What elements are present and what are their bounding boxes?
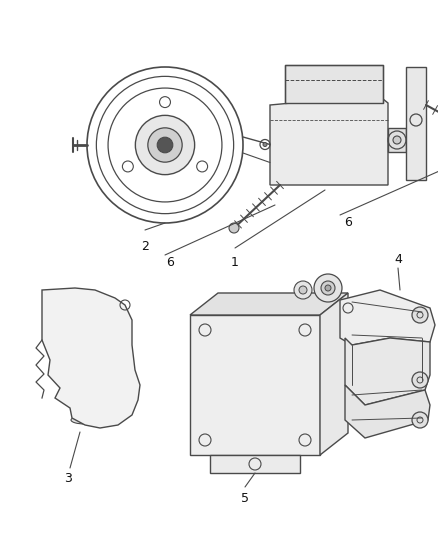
Text: 1: 1 (231, 256, 239, 269)
Ellipse shape (236, 415, 284, 435)
Polygon shape (340, 290, 435, 345)
Circle shape (157, 137, 173, 153)
Circle shape (229, 223, 239, 233)
Circle shape (325, 285, 331, 291)
Circle shape (148, 128, 182, 162)
Circle shape (412, 307, 428, 323)
Circle shape (314, 274, 342, 302)
Circle shape (263, 142, 267, 147)
Polygon shape (190, 293, 348, 315)
Circle shape (135, 115, 194, 175)
Text: 2: 2 (141, 240, 149, 253)
Circle shape (393, 136, 401, 144)
Polygon shape (285, 65, 383, 103)
Polygon shape (190, 315, 320, 455)
Polygon shape (320, 293, 348, 455)
Ellipse shape (225, 359, 285, 391)
Circle shape (321, 281, 335, 295)
Polygon shape (210, 455, 300, 473)
Circle shape (299, 286, 307, 294)
Polygon shape (345, 338, 430, 405)
Text: 6: 6 (344, 216, 352, 229)
Ellipse shape (71, 416, 99, 424)
Polygon shape (345, 385, 430, 438)
Text: 5: 5 (241, 492, 249, 505)
Polygon shape (42, 288, 140, 428)
Circle shape (294, 281, 312, 299)
Text: 4: 4 (394, 253, 402, 266)
Polygon shape (270, 95, 388, 185)
Text: 6: 6 (166, 256, 174, 269)
Circle shape (412, 372, 428, 388)
Text: 3: 3 (64, 472, 72, 485)
Circle shape (412, 412, 428, 428)
Polygon shape (388, 128, 406, 152)
Polygon shape (406, 67, 426, 180)
